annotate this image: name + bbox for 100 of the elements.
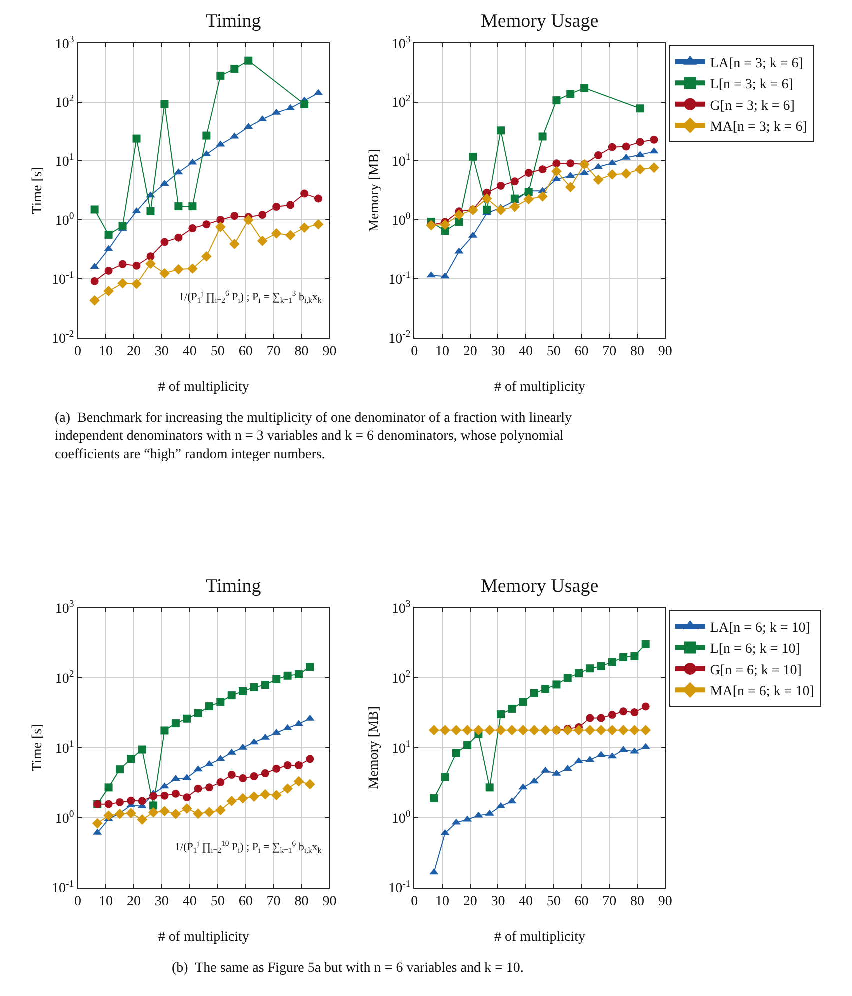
text: 1/(P$_{1}$$^{j}$ ∏$_{i=2}$$^{6}$ P$_{i}$) ; P$_{i}$ = ∑$_{k=1}$$^{3}$ b$_{i,k}$x$_{k}$ [179,289,322,305]
point [586,714,594,722]
point [524,169,533,178]
point [294,776,304,787]
x-axis-title: # of multiplicity [494,930,586,945]
point [205,702,214,711]
point [150,792,158,800]
x-tick-label: 90 [322,894,337,910]
point [506,725,518,736]
point [150,802,158,810]
y-axis-title: Time [s] [30,724,46,772]
x-tick-label: 20 [463,344,478,360]
point [188,202,197,211]
x-tick-label: 50 [210,894,225,910]
point [249,792,260,802]
legend-label: L[n = 6; k = 10] [710,642,800,658]
point [529,725,540,736]
point [455,218,464,226]
point [127,796,136,805]
point [650,136,658,144]
point [482,194,492,204]
x-axis-title: # of multiplicity [158,930,250,945]
point [127,755,136,764]
point [174,202,183,211]
point [261,681,270,690]
legend-label: LA[n = 3; k = 6] [710,56,804,72]
point [194,784,202,793]
point [250,772,258,780]
text: (b) The same as Figure 5a but with n = 6 variables and k = 10. [172,961,524,976]
y-tick-label: 10$^{2}$ [55,93,74,112]
point [622,142,630,151]
point [306,663,314,672]
x-tick-label: 80 [630,894,644,910]
point [204,807,215,818]
point [640,725,652,736]
point [146,208,155,216]
point [183,714,192,723]
point [118,222,127,230]
point [104,286,114,296]
point [230,65,239,74]
point [642,640,650,648]
point [104,266,113,275]
point [642,702,650,711]
y-tick-label: 10$^{2}$ [392,93,411,112]
point [621,168,632,180]
x-tick-label: 30 [491,894,506,910]
point [148,807,159,818]
x-tick-label: 70 [266,894,281,910]
point [272,202,281,211]
point [496,205,506,216]
point [116,766,124,774]
point [138,797,146,806]
point [104,810,114,822]
point [116,798,124,806]
point [552,160,561,168]
y-tick-label: 10$^{2}$ [392,668,411,687]
point [230,212,239,220]
point [258,211,267,220]
point [294,670,303,678]
x-tick-label: 70 [602,344,617,360]
y-tick-label: 10$^{-1}$ [52,878,74,897]
point [216,778,225,787]
point [239,687,248,696]
x-tick-label: 10 [99,344,113,360]
x-tick-label: 80 [294,894,309,910]
x-tick-label: 90 [658,344,672,360]
x-tick-label: 80 [630,344,644,360]
y-tick-label: 10$^{3}$ [392,34,411,52]
point [630,725,640,736]
y-tick-label: 10$^{0}$ [55,211,74,230]
point [584,725,596,736]
point [216,216,225,224]
point [496,725,506,736]
point [454,210,464,220]
y-tick-label: 10$^{1}$ [55,152,74,170]
point [228,770,236,779]
point [282,784,293,794]
x-tick-label: 50 [546,894,561,910]
point [202,220,211,229]
point [607,725,618,736]
point [201,251,212,262]
x-tick-label: 20 [463,894,478,910]
x-tick-label: 40 [519,344,534,360]
point [172,720,180,728]
point [464,741,472,750]
x-tick-label: 50 [546,344,561,360]
point [285,230,296,241]
point [596,725,606,736]
point [228,692,236,700]
point [215,222,226,232]
legend-label: LA[n = 6; k = 10] [710,621,810,636]
point [194,710,202,718]
point [564,674,572,682]
point [484,725,496,736]
point [496,710,505,719]
y-tick-label: 10$^{2}$ [55,668,74,687]
chart-title: Timing [206,576,262,597]
y-tick-label: 10$^{1}$ [392,152,411,170]
point [510,194,519,203]
point [538,191,548,202]
